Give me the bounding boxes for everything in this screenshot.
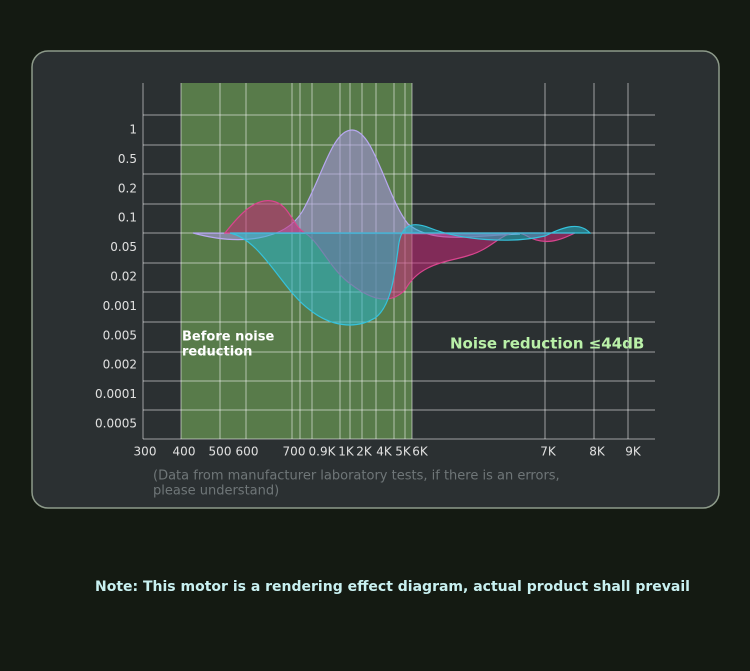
y-label: 0.001 <box>103 299 137 313</box>
x-label: 1K <box>338 445 355 459</box>
y-label: 0.0005 <box>95 417 137 431</box>
x-label: 5K <box>395 445 412 459</box>
x-label: 700 <box>283 445 306 459</box>
y-label: 0.5 <box>118 152 137 166</box>
y-label: 0.0001 <box>95 387 137 401</box>
y-label: 0.1 <box>118 211 137 225</box>
x-label: 400 <box>173 445 196 459</box>
before-label: Before noise <box>182 330 274 345</box>
y-label: 0.05 <box>110 240 137 254</box>
teal-curve <box>229 224 592 326</box>
y-label: 0.005 <box>103 328 137 342</box>
x-label: 300 <box>134 445 157 459</box>
before-label: reduction <box>182 345 252 360</box>
y-label: 0.002 <box>103 358 137 372</box>
after-label: Noise reduction ≤44dB <box>450 335 644 353</box>
x-label: 2K <box>356 445 373 459</box>
y-label: 0.02 <box>110 270 137 284</box>
x-label: 500 <box>209 445 232 459</box>
x-label: 4K <box>376 445 393 459</box>
x-label: 8K <box>589 445 606 459</box>
y-label: 1 <box>129 123 137 137</box>
source-note: please understand) <box>153 484 279 499</box>
source-note: (Data from manufacturer laboratory tests… <box>153 469 560 484</box>
x-label: 600 <box>236 445 259 459</box>
footer-note: Note: This motor is a rendering effect d… <box>95 579 690 595</box>
y-label: 0.2 <box>118 181 137 195</box>
x-label: 7K <box>540 445 557 459</box>
x-label: 9K <box>625 445 642 459</box>
x-label: 0.9K <box>309 445 337 459</box>
x-label: 6K <box>412 445 429 459</box>
